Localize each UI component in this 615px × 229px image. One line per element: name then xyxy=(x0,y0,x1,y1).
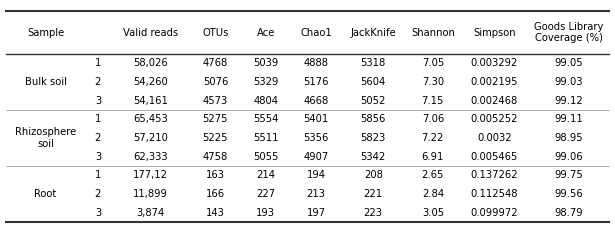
Text: 2: 2 xyxy=(95,189,101,199)
Text: Sample: Sample xyxy=(27,28,64,38)
Text: 1: 1 xyxy=(95,170,101,180)
Text: 194: 194 xyxy=(306,170,325,180)
Text: 3,874: 3,874 xyxy=(136,208,164,218)
Text: 7.22: 7.22 xyxy=(422,133,444,143)
Text: 99.05: 99.05 xyxy=(554,58,583,68)
Text: 54,161: 54,161 xyxy=(133,95,168,106)
Text: 0.002195: 0.002195 xyxy=(470,77,518,87)
Text: 0.112548: 0.112548 xyxy=(470,189,518,199)
Text: 4758: 4758 xyxy=(203,152,228,162)
Text: OTUs: OTUs xyxy=(202,28,229,38)
Text: 99.56: 99.56 xyxy=(554,189,583,199)
Text: 208: 208 xyxy=(364,170,383,180)
Text: 99.06: 99.06 xyxy=(554,152,583,162)
Text: 1: 1 xyxy=(95,114,101,124)
Text: 57,210: 57,210 xyxy=(133,133,168,143)
Text: 2.84: 2.84 xyxy=(422,189,444,199)
Text: 0.005252: 0.005252 xyxy=(470,114,518,124)
Text: Ace: Ace xyxy=(256,28,275,38)
Text: 3: 3 xyxy=(95,208,101,218)
Text: Root: Root xyxy=(34,189,57,199)
Text: 5318: 5318 xyxy=(360,58,386,68)
Text: Chao1: Chao1 xyxy=(300,28,332,38)
Text: 58,026: 58,026 xyxy=(133,58,168,68)
Text: 62,333: 62,333 xyxy=(133,152,168,162)
Text: 6.91: 6.91 xyxy=(422,152,444,162)
Text: 0.137262: 0.137262 xyxy=(470,170,518,180)
Text: 11,899: 11,899 xyxy=(133,189,168,199)
Text: 7.05: 7.05 xyxy=(422,58,444,68)
Text: 193: 193 xyxy=(256,208,276,218)
Text: 0.0032: 0.0032 xyxy=(477,133,512,143)
Text: 2: 2 xyxy=(95,77,101,87)
Text: 0.002468: 0.002468 xyxy=(471,95,518,106)
Text: 7.06: 7.06 xyxy=(422,114,444,124)
Text: 166: 166 xyxy=(206,189,225,199)
Text: 5401: 5401 xyxy=(303,114,328,124)
Text: Valid reads: Valid reads xyxy=(123,28,178,38)
Text: Goods Library
Coverage (%): Goods Library Coverage (%) xyxy=(534,22,603,44)
Text: 98.95: 98.95 xyxy=(554,133,583,143)
Text: 0.005465: 0.005465 xyxy=(471,152,518,162)
Text: 5554: 5554 xyxy=(253,114,279,124)
Text: 99.75: 99.75 xyxy=(554,170,583,180)
Text: 4907: 4907 xyxy=(303,152,328,162)
Text: Simpson: Simpson xyxy=(473,28,516,38)
Text: 0.003292: 0.003292 xyxy=(471,58,518,68)
Text: 5176: 5176 xyxy=(303,77,329,87)
Text: 143: 143 xyxy=(206,208,225,218)
Text: 99.03: 99.03 xyxy=(554,77,582,87)
Text: 177,12: 177,12 xyxy=(133,170,168,180)
Text: 0.099972: 0.099972 xyxy=(470,208,518,218)
Text: 5604: 5604 xyxy=(360,77,386,87)
Text: 98.79: 98.79 xyxy=(554,208,583,218)
Text: 7.15: 7.15 xyxy=(422,95,444,106)
Text: Bulk soil: Bulk soil xyxy=(25,77,66,87)
Text: 5225: 5225 xyxy=(202,133,228,143)
Text: 5329: 5329 xyxy=(253,77,279,87)
Text: JackKnife: JackKnife xyxy=(351,28,396,38)
Text: 163: 163 xyxy=(206,170,225,180)
Text: 197: 197 xyxy=(306,208,325,218)
Text: 5275: 5275 xyxy=(202,114,228,124)
Text: 5076: 5076 xyxy=(203,77,228,87)
Text: 54,260: 54,260 xyxy=(133,77,168,87)
Text: 3: 3 xyxy=(95,152,101,162)
Text: 5823: 5823 xyxy=(360,133,386,143)
Text: 4573: 4573 xyxy=(203,95,228,106)
Text: 99.12: 99.12 xyxy=(554,95,583,106)
Text: 5342: 5342 xyxy=(360,152,386,162)
Text: 4804: 4804 xyxy=(253,95,278,106)
Text: 5511: 5511 xyxy=(253,133,279,143)
Text: 5356: 5356 xyxy=(303,133,329,143)
Text: 4888: 4888 xyxy=(304,58,328,68)
Text: 5052: 5052 xyxy=(360,95,386,106)
Text: 2.65: 2.65 xyxy=(422,170,444,180)
Text: 5856: 5856 xyxy=(360,114,386,124)
Text: 227: 227 xyxy=(256,189,276,199)
Text: 4668: 4668 xyxy=(303,95,328,106)
Text: Rhizosphere
soil: Rhizosphere soil xyxy=(15,127,76,149)
Text: 5055: 5055 xyxy=(253,152,279,162)
Text: 214: 214 xyxy=(256,170,276,180)
Text: 1: 1 xyxy=(95,58,101,68)
Text: Shannon: Shannon xyxy=(411,28,454,38)
Text: 3.05: 3.05 xyxy=(422,208,444,218)
Text: 3: 3 xyxy=(95,95,101,106)
Text: 99.11: 99.11 xyxy=(554,114,583,124)
Text: 7.30: 7.30 xyxy=(422,77,444,87)
Text: 4768: 4768 xyxy=(203,58,228,68)
Text: 2: 2 xyxy=(95,133,101,143)
Text: 221: 221 xyxy=(363,189,383,199)
Text: 223: 223 xyxy=(363,208,383,218)
Text: 213: 213 xyxy=(306,189,325,199)
Text: 65,453: 65,453 xyxy=(133,114,168,124)
Text: 5039: 5039 xyxy=(253,58,279,68)
